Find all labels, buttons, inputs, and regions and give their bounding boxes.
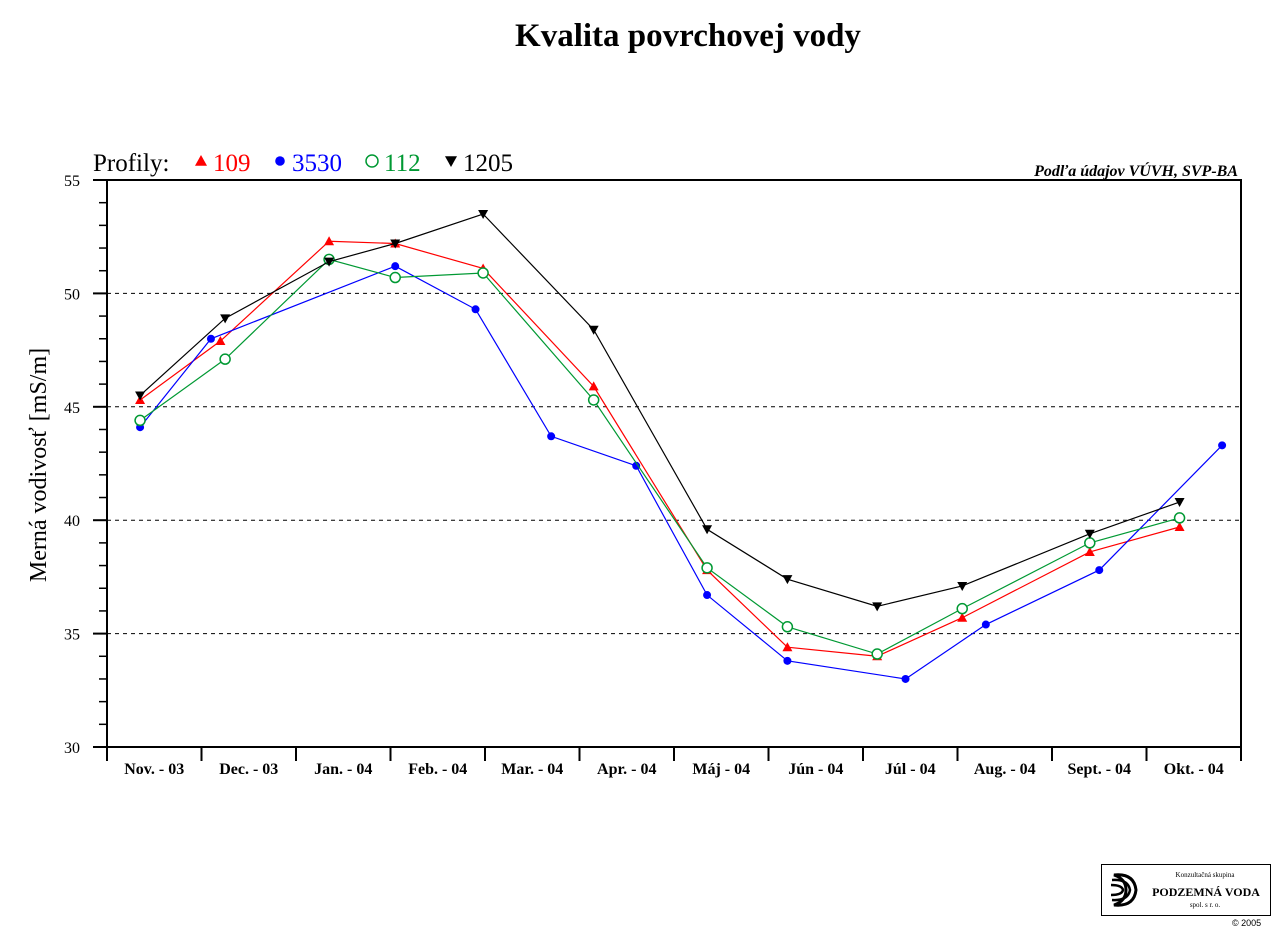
data-point	[1084, 529, 1095, 539]
x-tick-label: Feb. - 04	[408, 761, 467, 778]
data-point	[782, 642, 793, 652]
data-series	[134, 210, 1227, 683]
x-tick-label: Sept. - 04	[1067, 761, 1131, 778]
data-point	[1218, 441, 1227, 450]
series-line	[139, 240, 1180, 657]
x-tick-label: Nov. - 03	[124, 761, 184, 778]
legend-entry: 112	[384, 150, 421, 177]
series-1205	[135, 210, 1185, 612]
data-point	[981, 620, 990, 629]
legend-marker	[275, 156, 285, 166]
logo-company-name: PODZEMNÁ VODA	[1152, 885, 1260, 899]
data-point	[391, 262, 400, 271]
data-point	[547, 432, 556, 441]
logo-sub-text: spol. s r. o.	[1189, 901, 1221, 909]
data-point	[390, 239, 401, 249]
chart-title: Kvalita povrchovej vody	[515, 18, 861, 54]
x-tick-label: Jan. - 04	[314, 761, 372, 778]
company-logo: Konzultačná skupina PODZEMNÁ VODA spol. …	[1101, 864, 1271, 916]
x-tick-label: Apr. - 04	[597, 761, 656, 778]
data-point	[1174, 498, 1185, 508]
data-point	[471, 305, 480, 314]
legend-entry: 109	[213, 150, 251, 177]
data-point	[587, 394, 600, 406]
data-point	[389, 271, 401, 284]
data-point	[872, 602, 883, 612]
y-tick-label: 45	[64, 400, 80, 417]
y-tick-label: 50	[64, 286, 80, 303]
legend-marker	[445, 156, 457, 167]
data-point	[1174, 522, 1185, 532]
data-point	[956, 602, 968, 615]
data-point	[1084, 546, 1095, 556]
data-point	[215, 336, 226, 346]
legend-marker	[195, 155, 207, 166]
y-tick-label: 55	[64, 173, 80, 190]
data-point	[477, 267, 489, 279]
copyright-note: © 2005	[1232, 918, 1262, 928]
data-point	[588, 325, 599, 335]
legend: Profily: 109 3530 112 1205	[93, 150, 513, 177]
data-point	[1084, 537, 1096, 549]
legend-marker	[365, 154, 379, 168]
series-line	[139, 213, 1180, 608]
legend-entry: 3530	[292, 150, 342, 177]
logo-emblem-icon	[1106, 871, 1140, 909]
plot-frame	[106, 179, 1242, 748]
data-point	[135, 391, 146, 401]
data-point	[134, 414, 146, 427]
data-point	[702, 525, 713, 535]
series-3530	[136, 262, 1227, 683]
legend-entry: 1205	[463, 150, 513, 177]
data-point	[901, 674, 910, 683]
axes: 30 35 40 45 50 55 Nov. - 03 Dec. - 03 Jan. - 04 F…	[64, 173, 1242, 778]
data-point	[701, 562, 713, 574]
data-point	[478, 210, 489, 220]
data-point	[703, 591, 712, 600]
data-point	[783, 656, 792, 665]
data-point	[220, 314, 231, 324]
data-point	[219, 353, 231, 365]
data-point	[324, 257, 335, 267]
x-tick-label: Dec. - 03	[219, 761, 278, 778]
x-tick-label: Máj - 04	[692, 761, 750, 778]
source-note: Podľa údajov VÚVH, SVP-BA	[1033, 161, 1238, 180]
x-tick-label: Aug. - 04	[974, 761, 1036, 778]
x-tick-label: Mar. - 04	[501, 761, 563, 778]
x-tick-label: Okt. - 04	[1164, 761, 1224, 778]
series-line	[139, 265, 1223, 680]
data-point	[632, 461, 641, 470]
y-axis-label: Merná vodivosť [mS/m]	[26, 348, 52, 582]
data-point	[782, 575, 793, 585]
data-point	[324, 236, 335, 246]
data-point	[957, 581, 968, 591]
data-point	[588, 381, 599, 391]
data-point	[206, 334, 215, 343]
grid-lines	[107, 292, 1241, 635]
data-point	[1173, 512, 1186, 524]
legend-prefix: Profily:	[93, 150, 169, 177]
data-point	[957, 612, 968, 622]
x-tick-label: Júl - 04	[885, 761, 936, 778]
series-line	[139, 258, 1180, 655]
x-tick-label: Jún - 04	[788, 761, 843, 778]
y-tick-label: 40	[64, 513, 80, 530]
y-tick-label: 30	[64, 740, 80, 757]
series-112	[134, 253, 1186, 660]
logo-top-text: Konzultačná skupina	[1175, 871, 1235, 879]
data-point	[1095, 566, 1104, 575]
series-109	[135, 236, 1185, 661]
data-point	[871, 648, 883, 660]
y-tick-label: 35	[64, 627, 80, 644]
data-point	[781, 621, 794, 633]
